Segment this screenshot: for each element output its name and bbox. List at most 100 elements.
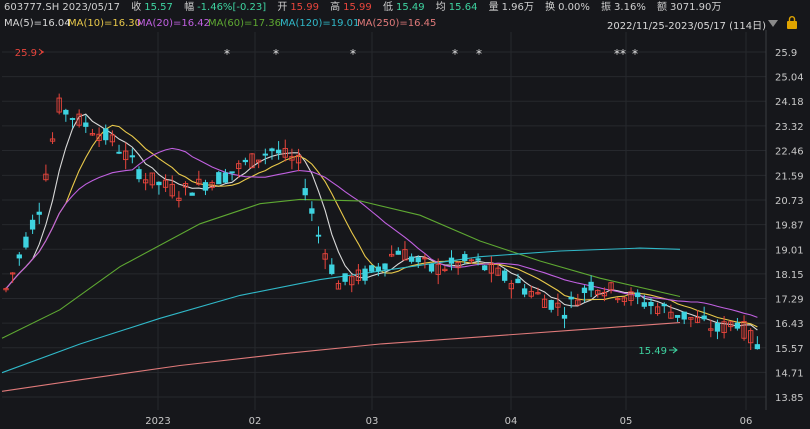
candle-body	[275, 149, 282, 154]
y-tick-label: 16.43	[775, 319, 804, 330]
ma250-label: MA(250)=16.45	[357, 18, 437, 29]
candle-body	[608, 282, 614, 291]
candle-body	[628, 291, 634, 301]
candle-body	[96, 133, 102, 141]
candle-body	[595, 289, 601, 295]
candle-body	[282, 148, 288, 158]
candle-body	[581, 287, 588, 294]
candle-body	[23, 236, 29, 248]
candle-body	[262, 153, 268, 156]
candle-body	[335, 282, 342, 290]
y-tick-label: 25.9	[775, 48, 797, 59]
ma-line	[5, 124, 758, 328]
candle-body	[648, 301, 654, 307]
y-tick-label: 15.57	[775, 344, 804, 355]
candle-body	[668, 311, 674, 319]
candle-body	[654, 306, 661, 315]
candle-body	[495, 267, 501, 276]
candle-body	[202, 182, 209, 191]
candle-body	[349, 276, 355, 286]
candle-body	[76, 113, 82, 126]
candle-body	[455, 261, 461, 269]
candle-body	[369, 265, 375, 272]
candle-body	[103, 128, 109, 141]
candle-body	[475, 258, 481, 261]
candle-body	[89, 133, 96, 136]
ma-line	[5, 147, 758, 318]
amount-label: 额	[657, 2, 668, 13]
change-label: 幅	[184, 2, 195, 13]
y-tick-label: 24.18	[775, 97, 804, 108]
lock-icon[interactable]	[786, 16, 798, 29]
candle-body	[561, 314, 568, 319]
candle-body	[149, 172, 155, 186]
candle-body	[568, 296, 574, 300]
candle-body	[681, 311, 687, 320]
low-marker-arrow	[672, 346, 678, 354]
candle-body	[289, 156, 295, 161]
avg-label: 均	[435, 2, 446, 13]
candle-body	[29, 219, 36, 230]
candle-body	[242, 159, 249, 163]
candlesticks	[3, 93, 761, 351]
candle-body	[342, 273, 348, 282]
close-value: 15.57	[144, 2, 173, 13]
candle-body	[209, 182, 215, 188]
candle-body	[382, 263, 388, 270]
moving-average-legend: MA(5)=16.04 MA(10)=16.30 MA(20)=16.42 MA…	[0, 16, 810, 32]
amount-value: 3071.90万	[670, 2, 722, 13]
candle-body	[222, 172, 229, 183]
moving-average-lines	[1, 113, 758, 392]
candle-body	[575, 299, 581, 306]
candle-body	[728, 321, 734, 328]
candle-body	[236, 163, 242, 170]
y-tick-label: 22.46	[775, 146, 804, 157]
candle-body	[176, 197, 182, 201]
event-star-marker: *	[273, 47, 279, 61]
candle-body	[422, 257, 428, 260]
candle-body	[196, 178, 202, 185]
candle-body	[688, 316, 694, 320]
low-annotation: 15.49	[638, 346, 667, 357]
change-value: -1.46%[-0.23]	[197, 2, 267, 13]
date-range-label[interactable]: 2022/11/25-2023/05/17 (114日)	[607, 21, 766, 32]
triangle-down-icon[interactable]	[768, 20, 778, 27]
candle-body	[16, 254, 22, 259]
candle-body	[295, 154, 302, 164]
candle-body	[256, 159, 262, 163]
candle-body	[162, 179, 169, 188]
candle-body	[555, 302, 561, 308]
quote-info-bar: 603777.SH 2023/05/17 收 15.57 幅 -1.46%[-0.2…	[0, 0, 810, 16]
candle-body	[229, 171, 235, 174]
x-tick-label: 06	[740, 416, 753, 427]
candle-body	[482, 265, 488, 271]
candle-body	[674, 314, 681, 318]
ma60-label: MA(60)=17.36	[208, 18, 282, 29]
candle-body	[468, 259, 475, 262]
candle-body	[435, 263, 441, 275]
y-tick-label: 13.85	[775, 393, 804, 404]
candle-body	[428, 263, 435, 272]
candle-body	[734, 322, 741, 329]
candle-body	[588, 281, 594, 291]
candle-body	[442, 268, 448, 272]
candle-body	[548, 300, 554, 310]
candle-body	[708, 328, 714, 331]
candle-body	[309, 208, 315, 214]
high-value: 15.99	[343, 2, 372, 13]
stock-code-date: 603777.SH 2023/05/17	[4, 2, 121, 13]
open-value: 15.99	[290, 2, 319, 13]
low-value: 15.49	[395, 2, 425, 13]
x-tick-label: 03	[366, 416, 379, 427]
event-star-marker: **	[614, 47, 626, 61]
candle-body	[641, 302, 647, 307]
price-annotations: 25.9 15.49	[15, 48, 678, 357]
candle-body	[329, 264, 335, 275]
low-label: 低	[382, 2, 393, 13]
event-star-marker: *	[452, 47, 458, 61]
candle-body	[661, 303, 667, 307]
event-star-marker: *	[350, 47, 356, 61]
x-tick-label: 02	[249, 416, 262, 427]
candle-body	[249, 153, 255, 169]
